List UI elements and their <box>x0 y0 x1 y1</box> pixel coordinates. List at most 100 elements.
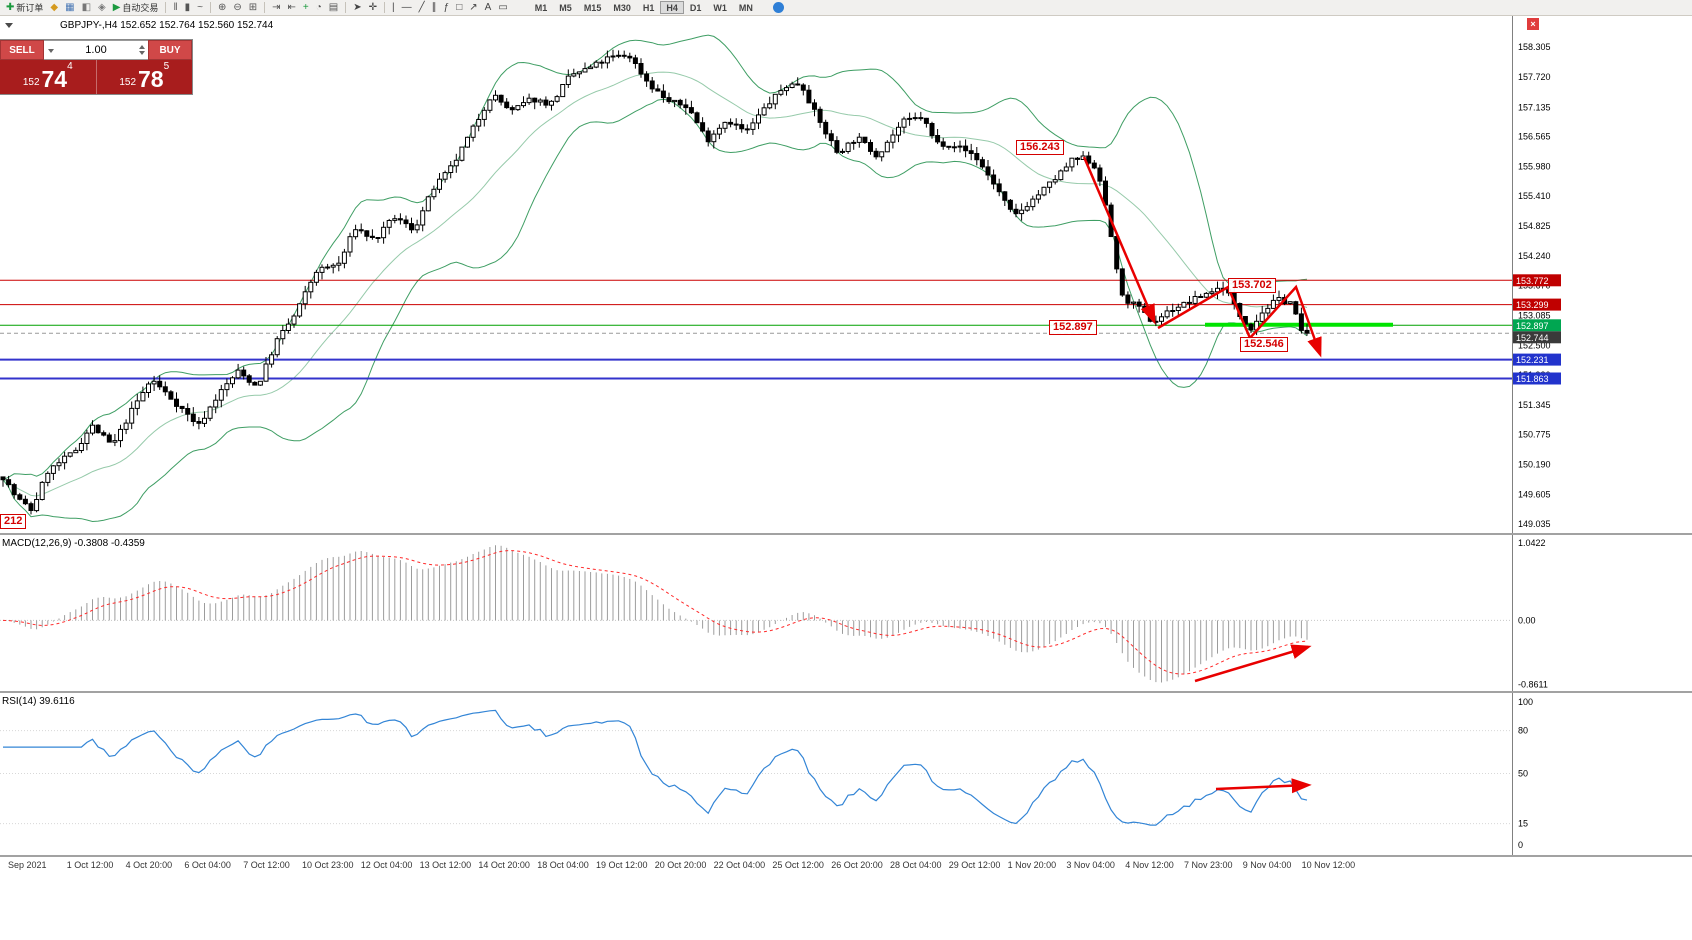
fibonacci-button[interactable]: ƒ <box>441 1 453 15</box>
time-axis-label: 9 Nov 04:00 <box>1242 860 1292 870</box>
auto-scroll-icon: ⇥ <box>272 1 281 13</box>
bar-chart-button[interactable]: ‖ <box>170 1 180 15</box>
zoom-out-button[interactable]: ⊖ <box>230 1 244 15</box>
templates-button[interactable]: ▤ <box>326 1 341 15</box>
market-watch-icon: ▦ <box>65 1 75 13</box>
data-window-button[interactable]: ◧ <box>79 1 94 15</box>
svg-text:157.135: 157.135 <box>1518 102 1551 112</box>
panel-splitter-3[interactable] <box>0 855 1692 857</box>
bid-price[interactable]: 152 74 4 <box>0 60 97 94</box>
svg-text:150.775: 150.775 <box>1518 430 1551 440</box>
time-axis-label: 13 Oct 12:00 <box>419 860 472 870</box>
svg-text:154.825: 154.825 <box>1518 221 1551 231</box>
candles-layer[interactable] <box>0 49 1310 515</box>
chart-close-button[interactable]: × <box>1527 18 1539 30</box>
line-chart-button[interactable]: ~ <box>194 1 206 15</box>
time-axis[interactable]: Sep 2021 1 Oct 12:00 4 Oct 20:00 6 Oct 04:0… <box>0 857 1692 873</box>
macd-canvas[interactable]: 1.0422 0.00 -0.8611 <box>0 535 1692 691</box>
timeframe-m30-button[interactable]: M30 <box>613 3 631 13</box>
buy-button[interactable]: BUY <box>148 40 192 60</box>
rsi-label: RSI(14) 39.6116 <box>2 696 75 707</box>
bar-chart-icon: ‖ <box>173 1 178 13</box>
horizontal-line-icon: — <box>401 1 412 13</box>
svg-text:151.345: 151.345 <box>1518 400 1551 410</box>
trend-arrow[interactable] <box>1157 284 1322 358</box>
text-frame-icon: ▭ <box>498 1 508 13</box>
tile-windows-button[interactable]: ⊞ <box>246 1 260 15</box>
periods-button[interactable]: ◔ <box>313 1 325 15</box>
svg-text:157.720: 157.720 <box>1518 72 1551 82</box>
volume-spinner[interactable] <box>139 45 145 55</box>
autotrading-button[interactable]: ▶ 自动交易 <box>110 1 162 15</box>
shapes-button[interactable]: □ <box>453 1 465 15</box>
timeframe-h1-button[interactable]: H1 <box>642 3 655 13</box>
trend-arrow[interactable] <box>1082 156 1156 325</box>
time-axis-label: 29 Oct 12:00 <box>948 860 1001 870</box>
timeframe-m15-button[interactable]: M15 <box>583 3 602 13</box>
rsi-line <box>3 709 1308 826</box>
indicators-button[interactable]: + <box>300 1 312 15</box>
help-icon[interactable] <box>772 2 784 13</box>
svg-text:152.500: 152.500 <box>1518 341 1551 351</box>
volume-dropdown-icon[interactable] <box>48 49 54 53</box>
sell-button[interactable]: SELL <box>0 40 44 60</box>
rsi-axis-labels[interactable]: 100 80 50 15 0 <box>1518 697 1533 850</box>
metaeditor-button[interactable]: ◆ <box>47 1 61 15</box>
macd-axis-labels[interactable]: 1.0422 0.00 -0.8611 <box>1518 538 1548 689</box>
svg-text:150.190: 150.190 <box>1518 460 1551 470</box>
time-axis-label: 19 Oct 12:00 <box>596 860 648 870</box>
navigator-button[interactable]: ◈ <box>95 1 109 15</box>
timeframe-bar: M1 M5 M15 M30 H1 H4 D1 W1 MN <box>529 1 759 14</box>
macd-panel[interactable]: 1.0422 0.00 -0.8611 MACD(12,26,9) -0.3808 … <box>0 535 1692 691</box>
market-watch-button[interactable]: ▦ <box>62 1 77 15</box>
price-annotation[interactable]: 153.702 <box>1228 278 1276 293</box>
price-annotation[interactable]: 156.243 <box>1016 140 1064 155</box>
timeframe-mn-button[interactable]: MN <box>738 3 753 13</box>
panel-splitter-1[interactable] <box>0 533 1692 535</box>
one-click-toggle-icon[interactable] <box>5 23 13 28</box>
new-order-button[interactable]: ✚ 新订单 <box>3 1 46 15</box>
price-chart-canvas[interactable]: 158.305 157.720 157.135 156.565 155.980 155.4… <box>0 16 1692 533</box>
trendline-button[interactable]: ╱ <box>416 1 428 15</box>
candlestick-chart-button[interactable]: ▮ <box>182 1 194 15</box>
timeframe-m1-button[interactable]: M1 <box>534 3 548 13</box>
arrows-icon: ↗ <box>469 1 478 13</box>
rsi-canvas[interactable]: 100 80 50 15 0 <box>0 693 1692 855</box>
toolbar: ✚ 新订单 ◆ ▦ ◧ ◈ ▶ 自动交易 ‖ ▮ ~ ⊕ ⊖ ⊞ ⇥ ⇤ + ◔ ▤ ➤ ✛ | — ╱ ∥ ƒ □ ↗ A ▭ M1 M5… <box>0 0 1692 16</box>
svg-text:50: 50 <box>1518 769 1528 779</box>
crosshair-button[interactable]: ✛ <box>366 1 380 15</box>
spinner-up-icon[interactable] <box>139 45 145 49</box>
arrows-button[interactable]: ↗ <box>466 1 480 15</box>
panel-splitter-2[interactable] <box>0 691 1692 693</box>
svg-text:0: 0 <box>1518 840 1523 850</box>
price-annotation[interactable]: 212 <box>0 514 27 529</box>
auto-scroll-button[interactable]: ⇥ <box>269 1 283 15</box>
volume-input[interactable]: 1.00 <box>44 40 148 60</box>
time-axis-label: 28 Oct 04:00 <box>890 860 942 870</box>
timeframe-d1-button[interactable]: D1 <box>689 3 702 13</box>
vertical-line-button[interactable]: | <box>389 1 398 15</box>
time-axis-label: 12 Oct 04:00 <box>360 860 413 870</box>
main-chart-panel[interactable]: 158.305 157.720 157.135 156.565 155.980 155.4… <box>0 16 1692 533</box>
zoom-in-button[interactable]: ⊕ <box>215 1 229 15</box>
text-label-button[interactable]: A <box>482 1 495 15</box>
rsi-arrow[interactable] <box>1215 778 1312 794</box>
channel-button[interactable]: ∥ <box>429 1 440 15</box>
horizontal-line-button[interactable]: — <box>399 1 415 15</box>
spinner-down-icon[interactable] <box>139 51 145 55</box>
text-label-icon: A <box>484 1 492 13</box>
macd-arrow[interactable] <box>1194 644 1312 683</box>
cursor-button[interactable]: ➤ <box>350 1 364 15</box>
ask-sup: 5 <box>163 61 170 72</box>
timeframe-w1-button[interactable]: W1 <box>713 3 727 13</box>
timeframe-m5-button[interactable]: M5 <box>559 3 572 13</box>
text-frame-button[interactable]: ▭ <box>495 1 510 15</box>
chart-shift-button[interactable]: ⇤ <box>285 1 299 15</box>
price-annotation[interactable]: 152.546 <box>1240 337 1288 352</box>
ask-price[interactable]: 152 78 5 <box>97 60 193 94</box>
timeframe-h4-button[interactable]: H4 <box>660 1 684 14</box>
rsi-panel[interactable]: 100 80 50 15 0 RSI(14) 39.6116 <box>0 693 1692 855</box>
crosshair-icon: ✛ <box>368 1 378 13</box>
price-annotation[interactable]: 152.897 <box>1049 320 1097 335</box>
price-tag: 153.772 <box>1513 274 1561 287</box>
